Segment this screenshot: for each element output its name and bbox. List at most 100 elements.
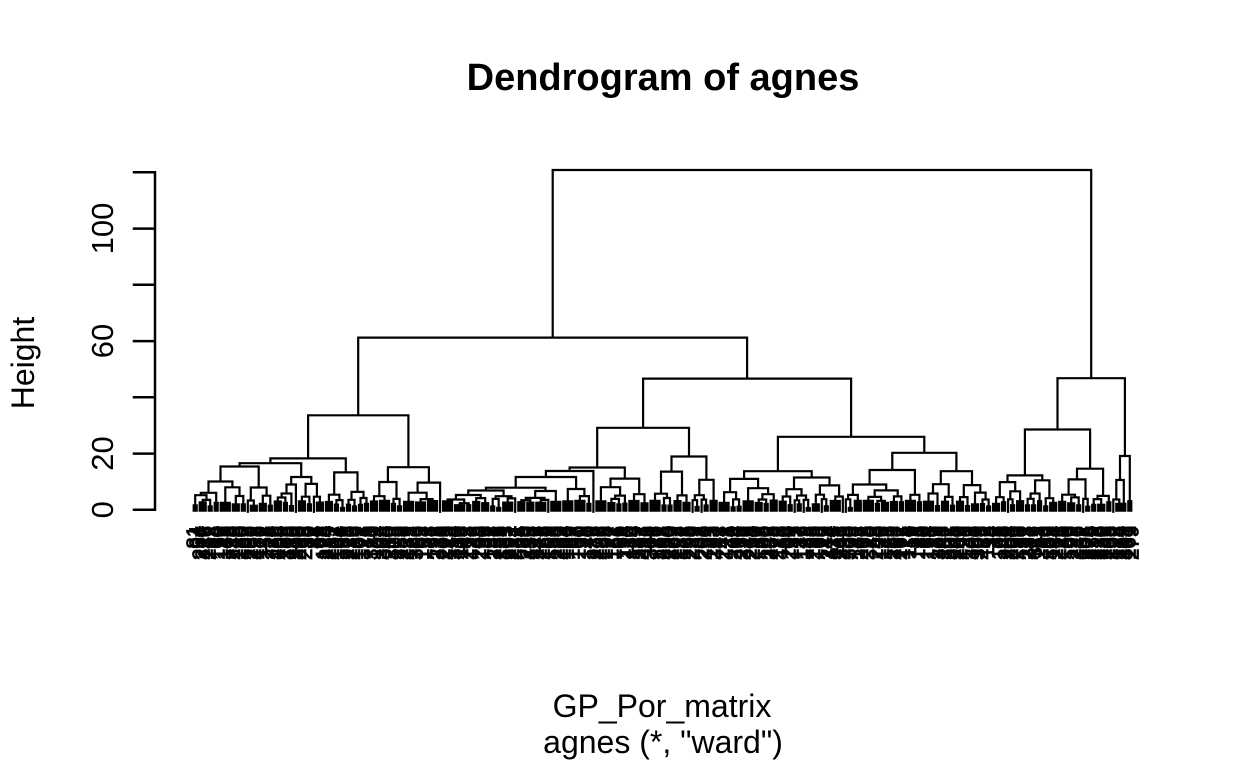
svg-text:301: 301 [928,526,951,560]
svg-text:313: 313 [381,526,404,560]
svg-text:250: 250 [694,526,717,560]
svg-text:Height: Height [5,317,41,410]
svg-text:286: 286 [1093,526,1116,560]
svg-text:30: 30 [618,526,641,549]
svg-text:203: 203 [691,526,714,560]
svg-text:181: 181 [934,526,957,560]
svg-text:282: 282 [628,526,651,560]
svg-text:190: 190 [471,526,494,560]
svg-text:183: 183 [796,526,819,560]
svg-text:271: 271 [733,526,756,560]
svg-text:291: 291 [498,526,521,560]
svg-text:234: 234 [315,526,338,560]
svg-text:284: 284 [267,526,290,560]
svg-text:85: 85 [474,526,497,549]
svg-text:225: 225 [970,526,993,560]
svg-text:153: 153 [1027,526,1050,560]
svg-text:180: 180 [231,526,254,560]
svg-text:49: 49 [1051,526,1074,549]
svg-text:92: 92 [1102,526,1125,549]
svg-text:227: 227 [1063,526,1086,560]
svg-text:184: 184 [552,526,575,560]
svg-text:12: 12 [811,526,834,549]
svg-text:255: 255 [1099,526,1122,560]
svg-text:52: 52 [1036,526,1059,549]
svg-text:91: 91 [952,526,975,549]
svg-text:204: 204 [997,526,1020,560]
svg-text:105: 105 [450,526,473,560]
svg-text:109: 109 [537,526,560,560]
svg-text:198: 198 [330,526,353,560]
svg-text:246: 246 [1066,526,1089,560]
svg-text:102: 102 [348,526,371,560]
svg-text:42: 42 [453,526,476,549]
svg-text:39: 39 [570,526,593,549]
svg-text:125: 125 [907,526,930,560]
svg-text:139: 139 [625,526,648,560]
svg-text:209: 209 [778,526,801,560]
svg-text:97: 97 [937,526,960,549]
svg-text:215: 215 [435,526,458,560]
svg-text:179: 179 [793,526,816,560]
svg-text:260: 260 [378,526,401,560]
svg-text:237: 237 [546,526,569,560]
svg-text:63: 63 [808,526,831,549]
svg-text:307: 307 [961,526,984,560]
svg-text:72: 72 [300,526,323,549]
svg-text:134: 134 [327,526,350,560]
svg-text:270: 270 [658,526,681,560]
svg-text:44: 44 [303,526,326,549]
svg-text:90: 90 [1003,526,1026,549]
svg-text:137: 137 [781,526,804,560]
svg-text:28: 28 [799,526,822,549]
svg-text:78: 78 [919,526,942,549]
svg-text:278: 278 [261,526,284,560]
svg-text:67: 67 [973,526,996,549]
svg-text:189: 189 [363,526,386,560]
svg-text:73: 73 [417,526,440,549]
svg-text:289: 289 [549,526,572,560]
svg-text:129: 129 [925,526,948,560]
svg-text:294: 294 [724,526,747,560]
svg-text:280: 280 [228,526,251,560]
svg-text:164: 164 [916,526,939,560]
svg-text:16: 16 [643,526,666,549]
svg-text:123: 123 [351,526,374,560]
svg-text:96: 96 [606,526,629,549]
svg-text:264: 264 [739,526,762,560]
svg-text:216: 216 [1087,526,1110,560]
svg-text:185: 185 [1096,526,1119,560]
svg-text:99: 99 [270,526,293,549]
svg-text:84: 84 [775,526,798,549]
svg-text:171: 171 [399,526,422,560]
svg-text:178: 178 [1105,526,1128,560]
svg-text:165: 165 [495,526,518,560]
svg-text:120: 120 [868,526,891,560]
svg-text:248: 248 [865,526,888,560]
svg-text:59: 59 [408,526,431,549]
svg-text:124: 124 [621,526,644,560]
svg-text:10: 10 [745,526,768,549]
svg-text:176: 176 [225,526,248,560]
svg-text:196: 196 [210,526,233,560]
svg-text:197: 197 [459,526,482,560]
svg-text:230: 230 [339,526,362,560]
svg-text:55: 55 [676,526,699,549]
svg-text:141: 141 [874,526,897,560]
svg-text:2: 2 [534,526,557,537]
svg-text:228: 228 [426,526,449,560]
svg-text:281: 281 [504,526,527,560]
svg-text:19: 19 [901,526,924,549]
svg-text:258: 258 [730,526,753,560]
svg-text:111: 111 [634,526,657,557]
svg-text:34: 34 [979,526,1002,549]
svg-text:213: 213 [456,526,479,560]
svg-text:101: 101 [324,526,347,560]
svg-text:43: 43 [465,526,488,549]
svg-text:262: 262 [240,526,263,560]
svg-text:174: 174 [312,526,335,560]
svg-text:242: 242 [757,526,780,560]
svg-text:211: 211 [826,526,849,559]
svg-text:32: 32 [685,526,708,549]
svg-text:243: 243 [949,526,972,560]
